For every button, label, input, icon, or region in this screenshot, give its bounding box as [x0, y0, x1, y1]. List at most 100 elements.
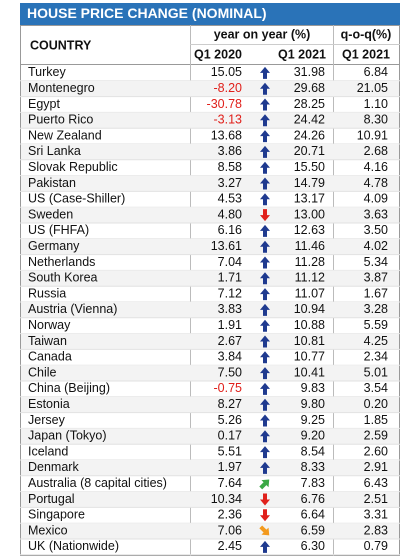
yoy-2021: 10.88 [294, 318, 325, 332]
row-stripe [21, 491, 399, 508]
qoq-2021: 5.34 [364, 255, 388, 269]
qoq-2021: 4.78 [364, 176, 388, 190]
col-subheader: Q1 2020 [194, 47, 242, 61]
country: Jersey [28, 413, 66, 427]
yoy-2021: 8.33 [301, 460, 325, 474]
qoq-2021: 2.59 [364, 429, 388, 443]
yoy-2020: 1.97 [218, 460, 242, 474]
country: Singapore [28, 508, 85, 522]
country: Sweden [28, 207, 73, 221]
qoq-2021: 3.50 [364, 223, 388, 237]
yoy-2021: 6.30 [301, 539, 325, 553]
row-stripe [21, 365, 399, 381]
yoy-2021: 15.50 [294, 160, 325, 174]
yoy-2020: 6.16 [218, 223, 242, 237]
country: Netherlands [28, 255, 95, 269]
yoy-2021: 31.98 [294, 65, 325, 79]
yoy-2021: 29.68 [294, 81, 325, 95]
trend-arrow [260, 224, 270, 237]
yoy-2021: 9.83 [301, 381, 325, 395]
yoy-2020: 8.58 [218, 160, 242, 174]
yoy-2020: 0.17 [218, 429, 242, 443]
country: Iceland [28, 444, 68, 458]
trend-arrow [260, 98, 270, 111]
row-stripe [21, 112, 399, 129]
row-stripe [21, 207, 399, 223]
trend-arrow [260, 351, 270, 364]
qoq-2021: 3.87 [364, 271, 388, 285]
trend-arrow [260, 382, 270, 395]
trend-arrow [260, 114, 270, 127]
title: HOUSE PRICE CHANGE (NOMINAL) [27, 5, 267, 21]
qoq-2021: 5.01 [364, 365, 388, 379]
yoy-2020: -3.13 [214, 113, 243, 127]
yoy-2020: 8.27 [218, 397, 242, 411]
row-stripe [21, 460, 399, 476]
yoy-2021: 11.07 [295, 286, 325, 300]
col-header: year on year (%) [214, 27, 311, 41]
qoq-2021: 2.83 [364, 523, 388, 537]
title-bar [20, 3, 400, 25]
trend-arrow [260, 177, 270, 190]
country: Portugal [28, 492, 75, 506]
country: Estonia [28, 397, 70, 411]
qoq-2021: 1.67 [364, 286, 388, 300]
country: Taiwan [28, 334, 67, 348]
trend-arrow [260, 209, 270, 222]
yoy-2020: 7.12 [218, 286, 242, 300]
trend-arrow [260, 66, 270, 79]
qoq-2021: 1.85 [364, 413, 388, 427]
qoq-2021: 3.31 [364, 508, 388, 522]
row-stripe [21, 80, 399, 97]
qoq-2021: 2.51 [364, 492, 388, 506]
trend-arrow [260, 240, 270, 253]
row-stripe [21, 396, 399, 413]
trend-arrow [260, 319, 270, 332]
yoy-2020: -8.20 [214, 81, 243, 95]
yoy-2020: 7.64 [218, 476, 242, 490]
country: Norway [28, 318, 71, 332]
yoy-2021: 28.25 [294, 97, 325, 111]
yoy-2020: 4.53 [218, 192, 242, 206]
qoq-2021: 3.54 [364, 381, 388, 395]
qoq-2021: 8.30 [364, 113, 388, 127]
yoy-2021: 20.71 [294, 144, 325, 158]
yoy-2021: 12.63 [294, 223, 325, 237]
trend-arrow [260, 272, 270, 285]
row-stripe [21, 428, 399, 445]
table-border [20, 25, 400, 556]
yoy-2020: 5.51 [218, 444, 242, 458]
trend-arrow [260, 414, 270, 427]
country: Sri Lanka [28, 144, 81, 158]
yoy-2020: 3.86 [218, 144, 242, 158]
yoy-2021: 6.64 [301, 508, 325, 522]
yoy-2020: -30.78 [207, 97, 242, 111]
qoq-2021: 4.09 [364, 192, 388, 206]
yoy-2021: 13.00 [294, 207, 325, 221]
rows: Turkey 15.05 31.98 6.84 Montenegro -8.20 29.68… [20, 65, 400, 556]
yoy-2021: 11.28 [295, 255, 325, 269]
qoq-2021: 21.05 [357, 81, 388, 95]
yoy-2020: 7.06 [218, 523, 242, 537]
trend-arrow [260, 145, 270, 158]
col-subheader: Q1 2021 [342, 47, 390, 61]
country: Russia [28, 286, 66, 300]
yoy-2020: 2.36 [218, 508, 242, 522]
trend-arrow [260, 493, 270, 506]
yoy-2020: 4.80 [218, 207, 242, 221]
trend-arrow [260, 130, 270, 143]
yoy-2020: 3.84 [218, 350, 242, 364]
col-subheader: Q1 2021 [278, 47, 326, 61]
yoy-2021: 9.80 [301, 397, 325, 411]
country: Austria (Vienna) [28, 302, 117, 316]
col-header: COUNTRY [30, 38, 92, 52]
country: Australia (8 capital cities) [28, 476, 167, 490]
trend-arrow [260, 367, 270, 380]
country: South Korea [28, 271, 98, 285]
qoq-2021: 2.68 [364, 144, 388, 158]
country: Chile [28, 365, 57, 379]
trend-arrow [260, 540, 270, 553]
row-stripe [21, 175, 399, 192]
trend-arrow [260, 256, 270, 269]
